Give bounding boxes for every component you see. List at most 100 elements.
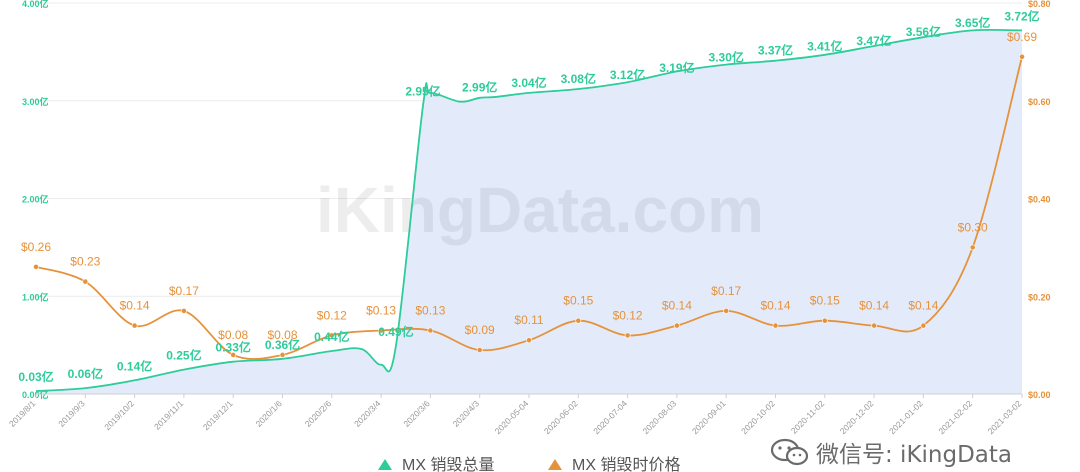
x-tick-label: 2020/1/6 — [253, 398, 284, 429]
price-point — [1019, 53, 1025, 60]
y-right-tick-label: $0.80 — [1028, 0, 1051, 9]
x-tick-label: 2020/3/4 — [352, 398, 383, 429]
price-data-label: $0.14 — [908, 299, 938, 313]
x-tick-label: 2019/10/2 — [102, 398, 136, 432]
total-data-label: 3.72亿 — [1004, 8, 1039, 23]
price-data-label: $0.17 — [169, 284, 199, 298]
y-left-tick-label: 2.00亿 — [22, 194, 49, 205]
total-data-label: 3.65亿 — [955, 15, 990, 30]
y-axis-right: $0.00 $0.20 $0.40 $0.60 $0.80 — [1028, 0, 1051, 400]
total-data-label: 3.47亿 — [856, 33, 891, 48]
total-data-label: 0.49亿 — [378, 324, 413, 339]
total-data-label: 2.99亿 — [462, 80, 497, 95]
x-tick-label: 2020/2/6 — [303, 398, 334, 429]
price-point — [575, 317, 582, 324]
price-point — [131, 322, 138, 329]
x-tick-label: 2021-03-02 — [986, 398, 1024, 436]
price-point — [279, 351, 286, 358]
price-data-label: $0.69 — [1007, 30, 1037, 44]
series-line-total — [35, 28, 1023, 392]
x-tick-label: 2019/11/1 — [152, 398, 186, 432]
x-tick-label: 2019/8/1 — [7, 398, 38, 429]
total-data-label: 3.37亿 — [758, 43, 793, 58]
price-point — [920, 322, 927, 329]
total-data-label: 0.36亿 — [265, 337, 300, 352]
watermark-center: iKingData.com — [316, 174, 764, 246]
x-tick-label: 2020-10-02 — [739, 398, 777, 436]
legend-label: MX 销毁总量 — [402, 456, 494, 472]
price-data-label: $0.14 — [120, 299, 150, 313]
price-point — [871, 322, 877, 329]
wechat-icon — [770, 438, 809, 466]
price-point — [526, 337, 532, 344]
series-lines — [35, 28, 1023, 392]
legend: MX 销毁总量 MX 销毁时价格 — [378, 456, 680, 472]
x-tick-label: 2020-08-03 — [640, 398, 678, 436]
price-data-label: $0.26 — [21, 240, 51, 254]
total-data-label: 0.03亿 — [18, 369, 53, 384]
price-data-label: $0.14 — [760, 299, 790, 313]
price-point — [674, 322, 680, 329]
x-axis: 2019/8/1 2019/9/3 2019/10/2 2019/11/1 2019/1… — [7, 393, 1024, 436]
price-data-label: $0.08 — [218, 328, 248, 342]
total-data-label: 3.41亿 — [807, 39, 842, 54]
x-tick-label: 2020/3/6 — [401, 398, 432, 429]
total-area — [36, 29, 1022, 394]
price-data-label: $0.14 — [662, 299, 692, 313]
y-left-tick-label: 4.00亿 — [22, 0, 49, 9]
total-data-label: 3.56亿 — [906, 24, 941, 39]
y-right-tick-label: $0.00 — [1028, 390, 1051, 400]
x-tick-label: 2019/12/1 — [201, 398, 235, 432]
total-data-label: 0.44亿 — [314, 329, 349, 344]
x-tick-label: 2020-09-01 — [690, 398, 728, 436]
total-data-label: 0.06亿 — [68, 366, 103, 381]
price-point — [180, 307, 187, 314]
y-left-tick-label: 3.00亿 — [22, 96, 49, 107]
price-data-label: $0.17 — [711, 284, 741, 298]
x-tick-label: 2021-01-02 — [887, 398, 925, 436]
price-data-label: $0.13 — [415, 304, 445, 318]
legend-marker-icon — [548, 459, 562, 470]
price-point — [772, 322, 779, 329]
y-left-tick-label: 1.00亿 — [22, 291, 49, 302]
price-data-label: $0.30 — [958, 220, 988, 234]
data-labels: $0.26 $0.23 $0.14 $0.17 $0.08 $0.08 $0.12 $0.13… — [18, 8, 1039, 384]
x-tick-label: 2020-07-04 — [591, 398, 629, 436]
price-data-label: $0.12 — [613, 308, 643, 322]
total-data-label: 3.12亿 — [610, 67, 645, 82]
x-tick-label: 2020/4/3 — [451, 398, 482, 429]
total-data-label: 0.14亿 — [117, 358, 152, 373]
total-data-label: 3.30亿 — [709, 49, 744, 64]
wechat-watermark: 微信号: iKingData — [770, 436, 1012, 468]
x-tick-label: 2020-05-04 — [493, 398, 531, 436]
price-point — [328, 332, 335, 339]
x-tick-label: 2019/9/3 — [56, 398, 87, 429]
price-point — [82, 278, 89, 285]
price-data-label: $0.09 — [465, 323, 495, 337]
y-right-tick-label: $0.20 — [1028, 292, 1051, 302]
price-data-label: $0.13 — [366, 304, 396, 318]
total-data-label: 3.08亿 — [561, 71, 596, 86]
price-data-label: $0.12 — [317, 308, 347, 322]
price-point — [378, 327, 384, 334]
total-data-label: 3.19亿 — [659, 60, 694, 75]
wechat-id-text: 微信号: iKingData — [816, 442, 1013, 468]
price-point — [723, 307, 730, 314]
price-data-label: $0.15 — [810, 294, 840, 308]
legend-marker-icon — [378, 459, 392, 470]
series-line-price — [35, 56, 1023, 360]
x-tick-label: 2020-06-02 — [542, 398, 580, 436]
y-left-tick-label: 0.00亿 — [22, 389, 49, 400]
legend-label: MX 销毁时价格 — [572, 456, 680, 472]
price-data-label: $0.15 — [563, 294, 593, 308]
y-right-tick-label: $0.40 — [1028, 195, 1051, 205]
price-data-label: $0.23 — [70, 255, 100, 269]
price-point — [33, 263, 39, 270]
total-data-label: 2.95亿 — [405, 84, 440, 99]
price-data-label: $0.11 — [514, 313, 543, 327]
series-points — [33, 53, 1025, 358]
total-area-fill — [36, 29, 1022, 394]
total-data-label: 0.25亿 — [166, 348, 201, 363]
price-point — [427, 327, 434, 334]
